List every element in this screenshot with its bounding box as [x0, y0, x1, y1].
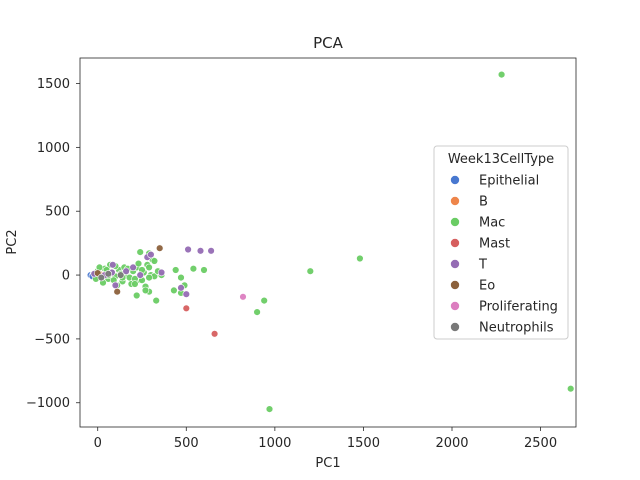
- data-point-mast: [210, 330, 219, 338]
- x-tick-label: 500: [174, 436, 199, 451]
- legend-marker-proliferating: [450, 301, 460, 311]
- data-point-mac: [566, 385, 575, 393]
- y-axis-label: PC2: [5, 229, 20, 254]
- legend-entries: Epithelial B Mac Mast T Eo Proliferating Neutro…: [450, 174, 558, 336]
- data-point-t: [147, 250, 155, 259]
- legend-label-proliferating: Proliferating: [479, 300, 558, 315]
- data-point-t: [136, 271, 144, 279]
- legend-label-neutrophils: Neutrophils: [479, 321, 554, 336]
- data-point-mac: [145, 263, 153, 272]
- legend-marker-mac: [450, 217, 460, 227]
- data-point-mac: [152, 296, 160, 305]
- data-point-mac: [172, 266, 180, 274]
- x-tick-label: 2500: [524, 436, 557, 451]
- x-tick-label: 1000: [258, 436, 291, 451]
- data-point-t: [129, 263, 137, 272]
- data-point-t: [207, 247, 215, 255]
- x-axis-ticks: 0 500 1000 1500 2000 2500: [94, 427, 557, 451]
- data-point-mac: [150, 257, 159, 265]
- data-point-mac: [170, 286, 178, 295]
- legend-marker-neutrophils: [450, 322, 460, 332]
- data-point-neutrophils: [97, 273, 106, 282]
- x-tick-label: 1500: [347, 436, 380, 451]
- y-tick-label: −500: [34, 332, 70, 347]
- data-point-mac: [265, 405, 274, 413]
- x-axis-label: PC1: [315, 456, 340, 471]
- data-point-mac: [306, 267, 314, 275]
- data-point-mac: [145, 273, 153, 282]
- data-point-mac: [177, 273, 185, 282]
- legend-marker-epithelial: [450, 175, 460, 185]
- y-tick-label: −1000: [26, 396, 70, 411]
- y-tick-label: 0: [62, 269, 70, 284]
- data-point-eo: [156, 244, 164, 252]
- data-point-t: [177, 284, 185, 292]
- data-point-mac: [253, 308, 261, 316]
- data-point-t: [196, 247, 205, 255]
- data-point-mac: [141, 286, 150, 295]
- legend-label-eo: Eo: [479, 279, 495, 294]
- data-point-t: [111, 281, 120, 289]
- y-axis-ticks: −1000 −500 0 500 1000 1500: [26, 77, 80, 411]
- legend-marker-b: [450, 196, 460, 206]
- legend-label-t: T: [478, 258, 487, 273]
- legend-label-mac: Mac: [479, 216, 505, 231]
- data-point-mac: [497, 70, 506, 79]
- data-point-proliferating: [239, 293, 247, 301]
- points-layer: [86, 70, 575, 413]
- data-point-t: [109, 261, 117, 269]
- data-point-mac: [134, 259, 143, 268]
- data-point-mac: [260, 296, 268, 305]
- data-point-mac: [189, 265, 198, 273]
- legend-label-mast: Mast: [479, 237, 510, 252]
- data-point-mac: [131, 280, 139, 288]
- legend-label-epithelial: Epithelial: [479, 174, 539, 189]
- chart-title: PCA: [313, 34, 344, 52]
- data-point-neutrophils: [104, 270, 113, 278]
- data-point-eo: [113, 288, 121, 296]
- legend-marker-eo: [450, 280, 460, 290]
- data-point-t: [184, 245, 192, 254]
- x-tick-label: 0: [94, 436, 102, 451]
- data-point-mac: [356, 254, 364, 263]
- y-tick-label: 1000: [37, 141, 70, 156]
- legend-marker-mast: [450, 238, 460, 248]
- legend-marker-t: [450, 259, 460, 269]
- data-point-mast: [182, 304, 191, 312]
- legend-title: Week13CellType: [448, 152, 554, 167]
- data-point-t: [157, 268, 166, 277]
- data-point-mac: [133, 291, 141, 300]
- y-tick-label: 1500: [37, 77, 70, 92]
- x-tick-label: 2000: [435, 436, 468, 451]
- y-tick-label: 500: [45, 205, 70, 220]
- legend: Week13CellType Epithelial B Mac Mast T Eo Prol…: [433, 145, 569, 340]
- legend-frame: [433, 145, 569, 340]
- data-point-mac: [200, 266, 208, 274]
- data-point-mac: [136, 248, 144, 256]
- data-point-neutrophils: [116, 271, 125, 279]
- legend-label-b: B: [479, 195, 488, 210]
- data-point-t: [182, 290, 191, 298]
- data-point-t: [122, 267, 130, 275]
